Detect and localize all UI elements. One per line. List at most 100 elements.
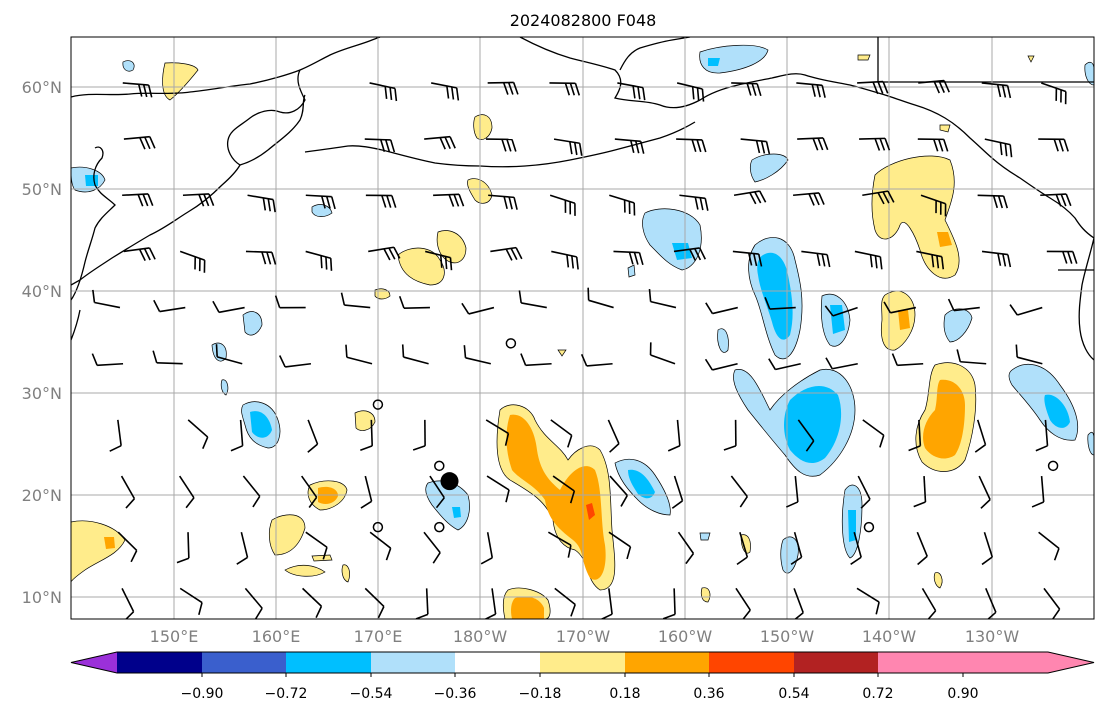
wind-barb-feather bbox=[790, 556, 803, 565]
wind-barb-feather bbox=[874, 255, 878, 269]
negative-region bbox=[250, 411, 272, 438]
wind-barb-feather bbox=[933, 81, 940, 94]
positive-region bbox=[162, 62, 199, 101]
markers-layer bbox=[372, 338, 1059, 533]
wind-barb-feather bbox=[630, 140, 635, 153]
wind-barb-shaft bbox=[983, 531, 994, 558]
negative-region bbox=[452, 507, 461, 518]
wind-barb-shaft bbox=[608, 531, 631, 548]
wind-barb-shaft bbox=[245, 250, 272, 254]
wind-barb-shaft bbox=[364, 138, 391, 141]
wind-barb-feather bbox=[739, 496, 748, 508]
wind-barb-shaft bbox=[797, 419, 815, 442]
colorbar-tick-label: 0.18 bbox=[609, 686, 640, 702]
wind-barb-shaft bbox=[550, 419, 573, 437]
wind-barb-feather bbox=[992, 195, 999, 209]
positive-region bbox=[71, 520, 126, 583]
coastline-asia bbox=[71, 37, 381, 286]
positive-region bbox=[939, 124, 951, 133]
positive-region bbox=[511, 596, 544, 619]
positive-region bbox=[1027, 55, 1035, 63]
wind-barb-feather bbox=[938, 139, 944, 152]
wind-barb-feather bbox=[765, 141, 771, 155]
wind-barb-feather bbox=[691, 139, 697, 152]
wind-barb-shaft bbox=[156, 362, 183, 365]
wind-barb-feather bbox=[444, 256, 448, 270]
negative-region bbox=[1087, 431, 1094, 456]
colorbar-segment bbox=[202, 652, 286, 673]
wind-barb-feather bbox=[764, 297, 771, 310]
wind-barb-feather bbox=[648, 288, 652, 302]
calm-wind-marker bbox=[372, 521, 384, 533]
wind-barb-feather bbox=[1065, 193, 1072, 207]
wind-barb-feather bbox=[384, 86, 388, 99]
wind-barb-shaft bbox=[187, 532, 190, 559]
wind-barb-feather bbox=[384, 139, 391, 153]
wind-barb-feather bbox=[92, 289, 96, 303]
wind-barb-shaft bbox=[712, 362, 738, 371]
wind-barb-feather bbox=[723, 445, 737, 451]
wind-barb-feather bbox=[751, 83, 757, 96]
wind-barb-feather bbox=[520, 353, 527, 366]
wind-barb-feather bbox=[696, 87, 700, 101]
coastline-alaska bbox=[519, 37, 1094, 239]
wind-barb-shaft bbox=[1016, 356, 1043, 365]
wind-barb-feather bbox=[943, 139, 949, 152]
wind-barb-shaft bbox=[923, 476, 927, 503]
colorbar-tick-label: 0.36 bbox=[693, 686, 724, 702]
negative-region bbox=[708, 58, 720, 66]
wind-barb-feather bbox=[480, 557, 493, 565]
wind-barb-shaft bbox=[978, 475, 991, 500]
colorbar-tick-label: −0.72 bbox=[265, 686, 308, 702]
wind-barb-feather bbox=[999, 142, 1003, 156]
wind-barb-feather bbox=[821, 85, 826, 98]
wind-barb-shaft bbox=[547, 531, 572, 546]
wind-barb-feather bbox=[696, 139, 702, 153]
wind-barb-feather bbox=[272, 199, 276, 213]
wind-barb-feather bbox=[455, 87, 460, 101]
wind-barb-feather bbox=[757, 253, 763, 267]
wind-barb-feather bbox=[742, 609, 751, 619]
wind-barb-feather bbox=[609, 443, 620, 453]
positive-region bbox=[881, 290, 916, 351]
wind-barb-shaft bbox=[117, 531, 138, 552]
colorbar-segment bbox=[794, 652, 878, 673]
wind-barb-shaft bbox=[1040, 475, 1045, 503]
latitude-labels: 60°N 50°N 40°N 30°N 20°N 10°N bbox=[22, 78, 62, 607]
wind-barb-feather bbox=[446, 85, 450, 99]
lat-label: 30°N bbox=[22, 384, 62, 403]
figure-title: 2024082800 F048 bbox=[510, 11, 657, 30]
wind-barb-feather bbox=[564, 82, 571, 96]
coastline-japan bbox=[71, 146, 116, 341]
wind-barb-feather bbox=[1053, 548, 1060, 561]
wind-barb-shaft bbox=[953, 306, 980, 312]
wind-barb-feather bbox=[813, 193, 820, 206]
wind-barb-feather bbox=[461, 302, 470, 315]
wind-barb-feather bbox=[699, 197, 704, 211]
positive-region bbox=[923, 379, 965, 459]
wind-barb-feather bbox=[185, 497, 195, 509]
positive-region bbox=[473, 114, 493, 140]
wind-barb-feather bbox=[794, 612, 804, 619]
lon-label: 160°W bbox=[658, 627, 713, 646]
wind-barb-feather bbox=[749, 192, 757, 205]
wind-barb-feather bbox=[208, 193, 215, 206]
lon-label: 150°W bbox=[760, 627, 815, 646]
wind-barb-shaft bbox=[588, 299, 614, 309]
wind-barb-shaft bbox=[97, 362, 124, 367]
wind-barb-shaft bbox=[403, 356, 429, 365]
wind-barb-shaft bbox=[425, 588, 429, 615]
wind-barb-feather bbox=[1007, 254, 1012, 268]
positive-region bbox=[354, 410, 376, 431]
wind-barb-shaft bbox=[794, 475, 799, 503]
wind-barb-feather bbox=[144, 136, 151, 150]
wind-barb-feather bbox=[505, 489, 510, 503]
wind-barb-feather bbox=[453, 194, 460, 207]
wind-barb-feather bbox=[574, 83, 581, 96]
colorbar-tick-labels: −0.90 −0.72 −0.54 −0.36 −0.18 0.18 0.36 … bbox=[181, 686, 979, 702]
wind-barb-shaft bbox=[242, 475, 261, 497]
wind-barb-feather bbox=[274, 295, 281, 308]
wind-barb-feather bbox=[816, 253, 821, 266]
negative-region bbox=[1044, 394, 1070, 428]
wind-barb-shaft bbox=[586, 362, 613, 367]
